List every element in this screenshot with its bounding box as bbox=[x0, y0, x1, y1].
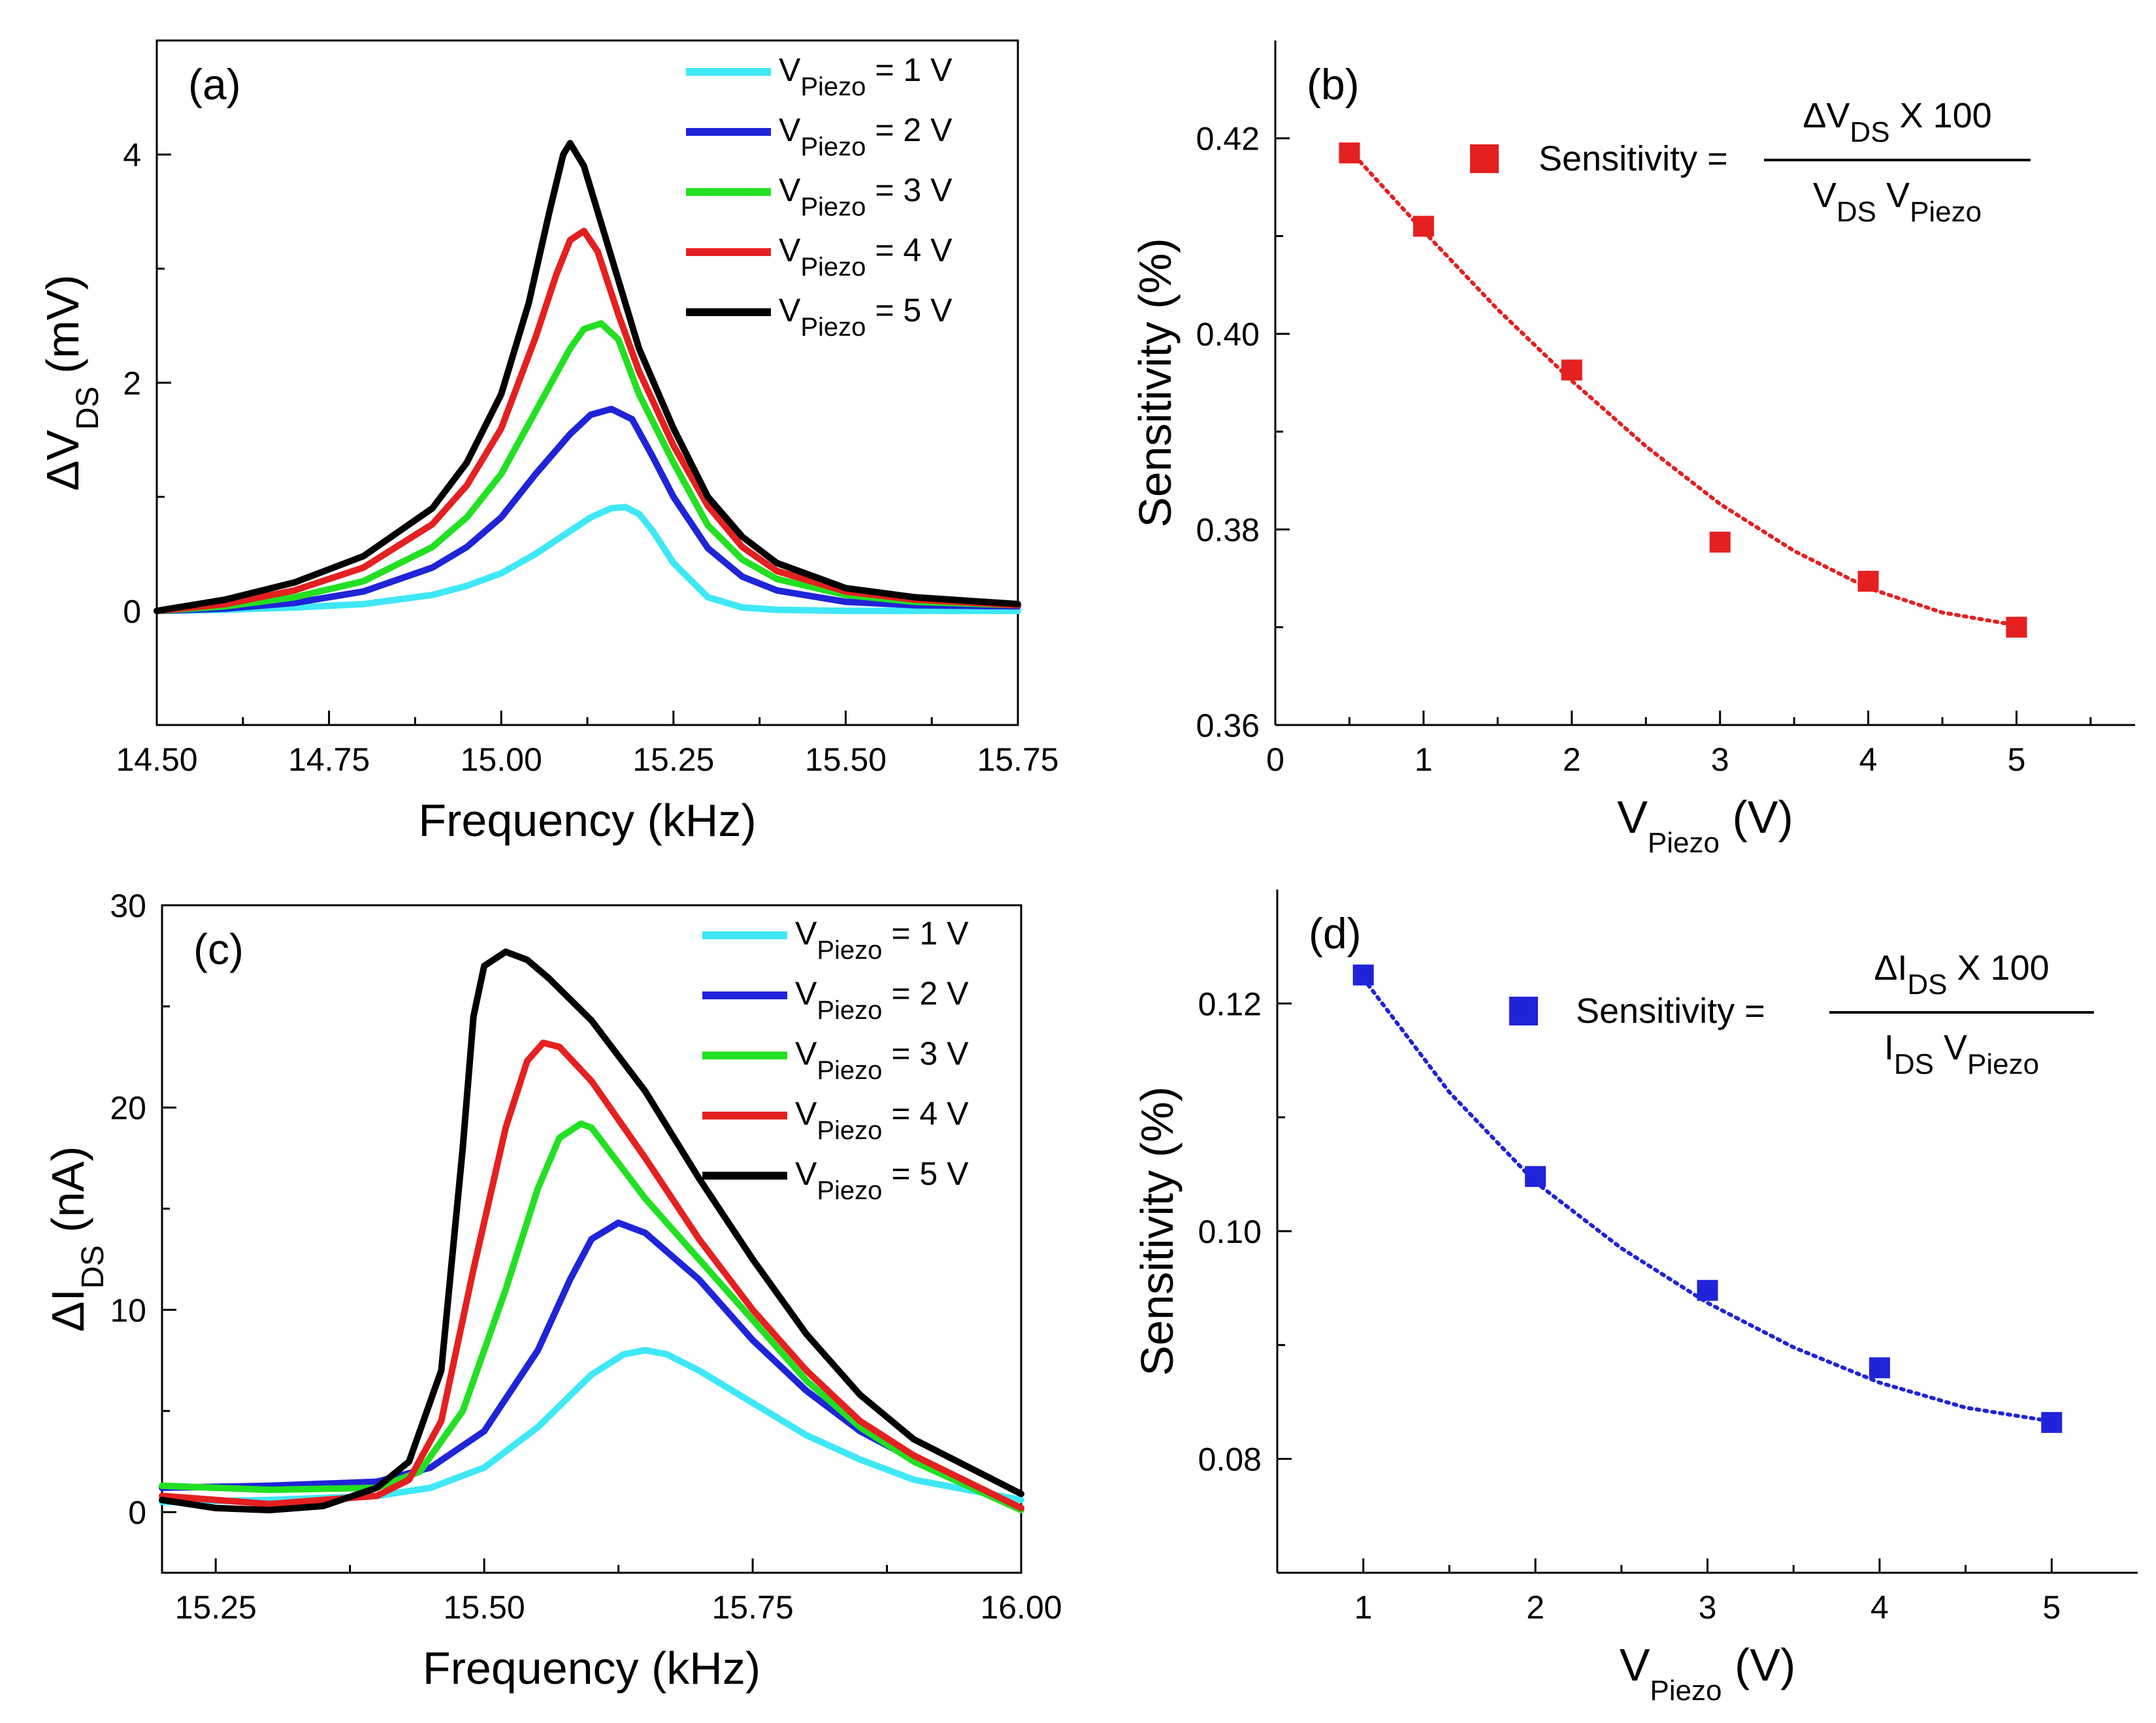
series-line-2V bbox=[159, 1219, 1024, 1511]
y-axis-label: ΔVDS (mV) bbox=[37, 274, 105, 491]
x-axis-label: VPiezo (V) bbox=[1620, 1639, 1796, 1707]
data-point bbox=[1352, 964, 1374, 986]
panel-label: (b) bbox=[1307, 60, 1360, 108]
y-axis-label: Sensitivity (%) bbox=[1130, 238, 1181, 527]
panel-label: (a) bbox=[188, 60, 241, 108]
x-axis-label: Frequency (kHz) bbox=[418, 795, 756, 846]
data-point bbox=[1709, 532, 1731, 553]
series-line-5V bbox=[154, 140, 1021, 615]
y-axis-label: Sensitivity (%) bbox=[1132, 1086, 1183, 1376]
x-tick-label: 2 bbox=[1526, 1589, 1544, 1626]
y-tick-label: 4 bbox=[123, 137, 141, 174]
panel-d: 1 2 3 4 5 0.08 0.10 0.12 (d) VPiezo (V) Sensitivit… bbox=[1132, 890, 2138, 1707]
x-tick-label: 4 bbox=[1870, 1589, 1889, 1626]
x-tick-label: 14.50 bbox=[116, 741, 197, 778]
x-tick-label: 15.25 bbox=[632, 741, 714, 778]
x-axis-label: Frequency (kHz) bbox=[423, 1643, 760, 1694]
data-point bbox=[1857, 570, 1879, 592]
x-tick-label: 1 bbox=[1414, 741, 1433, 778]
data-point bbox=[1339, 142, 1360, 164]
panel-b: 0 1 2 3 4 5 0.36 0.38 0.40 0.42 (b) VPiezo (V) Sensi… bbox=[1130, 40, 2135, 859]
x-tick-label: 16.00 bbox=[980, 1589, 1062, 1626]
fit-curve bbox=[1347, 148, 2019, 628]
equation-numerator: ΔVDS X 100 bbox=[1803, 96, 1991, 148]
x-tick-label: 5 bbox=[2042, 1589, 2061, 1626]
series-line-3V bbox=[159, 1120, 1024, 1513]
y-tick-label: 0.08 bbox=[1198, 1441, 1262, 1478]
series-line-4V bbox=[159, 1039, 1024, 1511]
fit-curve bbox=[1361, 976, 2054, 1424]
y-tick-label: 30 bbox=[110, 888, 146, 924]
panel-label: (c) bbox=[193, 925, 244, 973]
data-point bbox=[1697, 1280, 1718, 1301]
legend-entry: VPiezo = 2 V bbox=[779, 112, 953, 161]
legend-entry: VPiezo = 3 V bbox=[779, 172, 953, 221]
y-tick-label: 0.36 bbox=[1196, 707, 1260, 744]
x-tick-label: 0 bbox=[1266, 741, 1284, 778]
series-line-1V bbox=[159, 1347, 1024, 1506]
series-line-2V bbox=[154, 406, 1021, 615]
data-point bbox=[1525, 1166, 1546, 1187]
legend-entry: VPiezo = 2 V bbox=[795, 975, 969, 1025]
y-tick-label: 0.40 bbox=[1196, 316, 1260, 353]
x-tick-label: 2 bbox=[1563, 741, 1581, 778]
x-tick-label: 15.25 bbox=[175, 1589, 257, 1626]
x-tick-label: 15.50 bbox=[444, 1589, 525, 1626]
y-tick-label: 10 bbox=[110, 1292, 146, 1328]
panel-a: 14.50 14.75 15.00 15.25 15.50 15.75 0 2 4 (a) Freq… bbox=[37, 39, 1059, 846]
data-point bbox=[1413, 216, 1434, 237]
series-line-4V bbox=[154, 227, 1021, 615]
legend-entry: VPiezo = 4 V bbox=[779, 232, 953, 282]
x-tick-label: 3 bbox=[1711, 741, 1729, 778]
equation-denominator: VDS VPiezo bbox=[1813, 176, 1982, 228]
x-tick-label: 1 bbox=[1354, 1589, 1373, 1626]
y-tick-label: 0.12 bbox=[1198, 986, 1262, 1022]
legend-entry: VPiezo = 4 V bbox=[795, 1095, 969, 1145]
data-point bbox=[2006, 617, 2027, 638]
plot-frame bbox=[161, 904, 1022, 1574]
legend-entry: VPiezo = 5 V bbox=[795, 1155, 969, 1205]
series-line-3V bbox=[154, 320, 1021, 615]
legend-entry: VPiezo = 3 V bbox=[795, 1035, 969, 1085]
equation-denominator: IDS VPiezo bbox=[1884, 1028, 2039, 1080]
panel-c: 15.25 15.50 15.75 16.00 0 10 20 30 (c) Frequency … bbox=[42, 888, 1062, 1694]
equation-numerator: ΔIDS X 100 bbox=[1874, 948, 2049, 1001]
equation-lhs: Sensitivity = bbox=[1539, 139, 1728, 178]
x-tick-label: 15.00 bbox=[461, 741, 542, 778]
data-point bbox=[1561, 359, 1582, 381]
legend-entry: VPiezo = 5 V bbox=[779, 292, 953, 342]
x-tick-label: 15.50 bbox=[805, 741, 887, 778]
series-line-1V bbox=[154, 504, 1021, 615]
x-tick-label: 5 bbox=[2008, 741, 2026, 778]
y-tick-label: 0.38 bbox=[1196, 512, 1260, 549]
y-tick-label: 0 bbox=[123, 593, 141, 630]
legend-entry: VPiezo = 1 V bbox=[795, 915, 969, 965]
data-point bbox=[2041, 1411, 2063, 1433]
equation-lhs: Sensitivity = bbox=[1576, 991, 1765, 1031]
series-line-5V bbox=[159, 948, 1024, 1513]
y-tick-label: 0 bbox=[128, 1494, 146, 1531]
data-point bbox=[1869, 1357, 1890, 1379]
x-tick-label: 15.75 bbox=[712, 1589, 794, 1626]
x-tick-label: 15.75 bbox=[977, 741, 1058, 778]
x-tick-label: 4 bbox=[1859, 741, 1878, 778]
x-tick-label: 3 bbox=[1699, 1589, 1717, 1626]
y-tick-label: 0.10 bbox=[1198, 1214, 1262, 1250]
legend-marker bbox=[1509, 997, 1538, 1025]
legend-marker bbox=[1470, 144, 1499, 173]
y-tick-label: 2 bbox=[123, 365, 141, 402]
x-tick-label: 14.75 bbox=[288, 741, 370, 778]
y-axis-label: ΔIDS (nA) bbox=[42, 1146, 110, 1332]
y-tick-label: 0.42 bbox=[1196, 121, 1260, 157]
legend-entry: VPiezo = 1 V bbox=[779, 52, 953, 101]
panel-label: (d) bbox=[1309, 909, 1362, 958]
x-axis-label: VPiezo (V) bbox=[1617, 792, 1793, 859]
y-tick-label: 20 bbox=[110, 1090, 146, 1127]
